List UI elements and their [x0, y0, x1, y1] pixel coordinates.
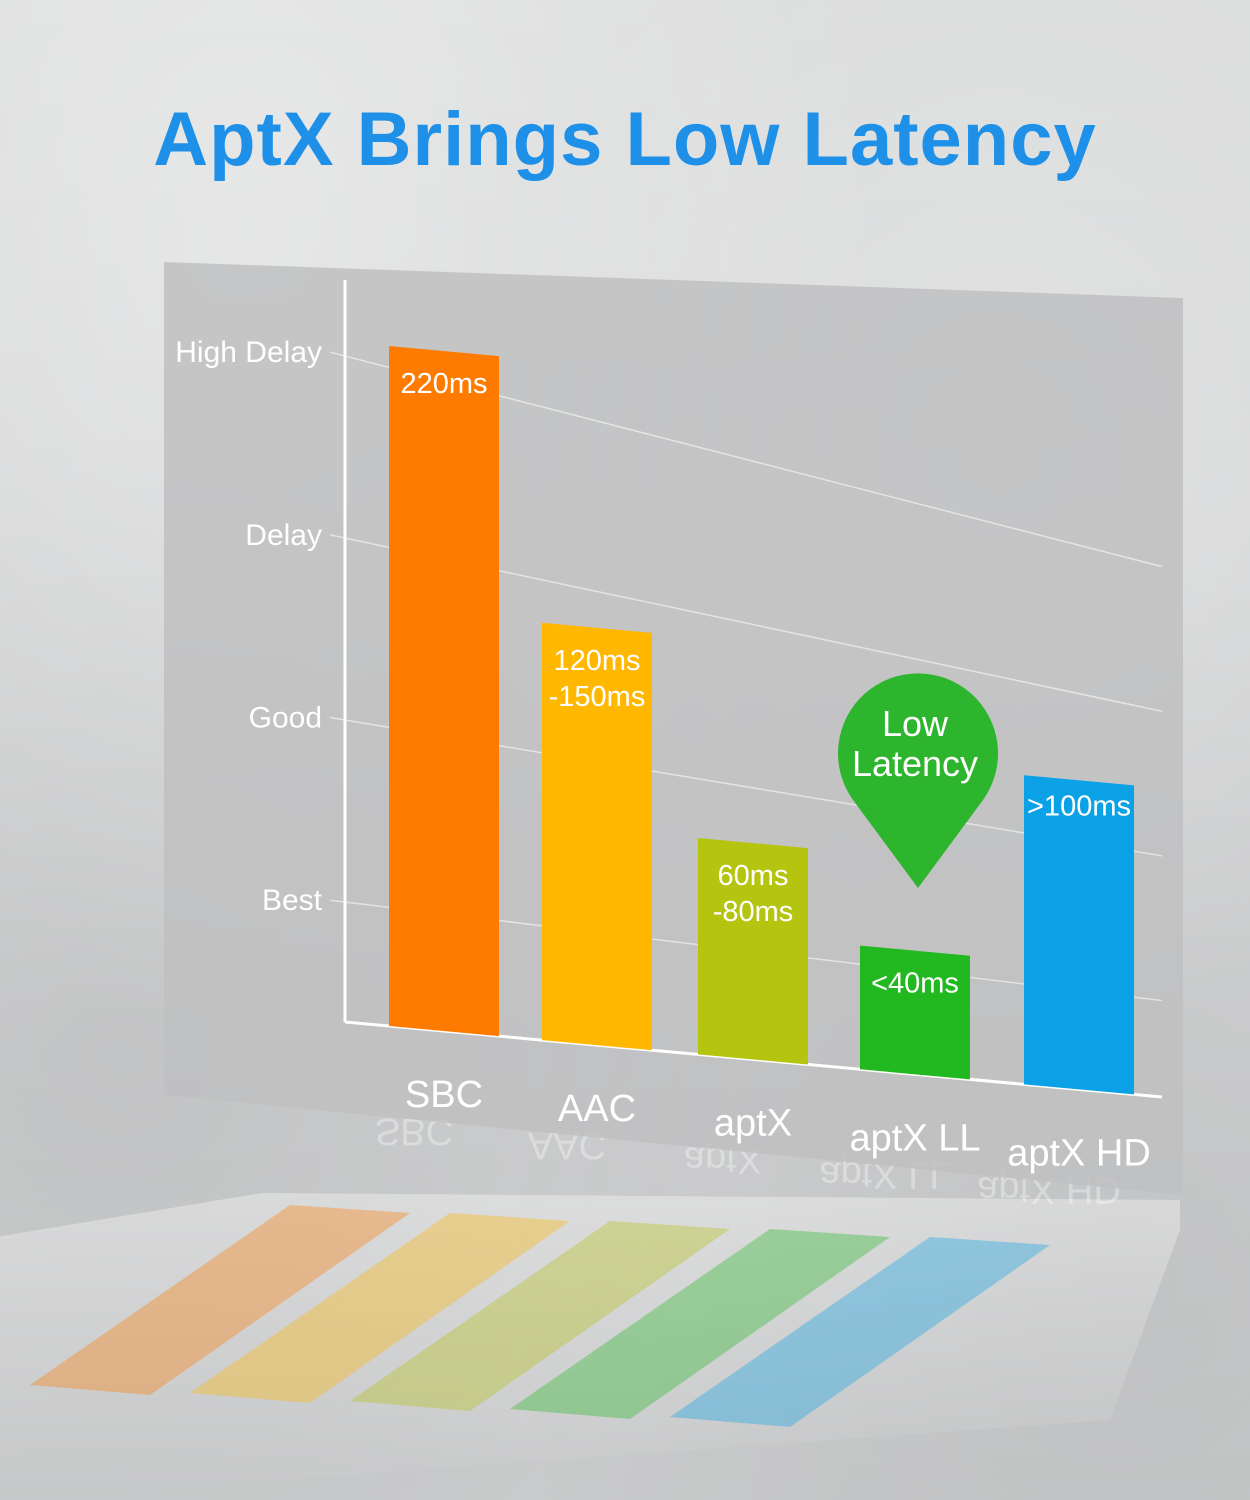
value-label-aptx-hd: >100ms	[1027, 790, 1131, 822]
low-latency-badge: Low Latency	[838, 673, 999, 888]
x-axis-labels: SBC AAC aptX aptX LL aptX HD	[405, 1074, 1151, 1174]
bar-aac	[542, 622, 652, 1051]
pin-marker-icon	[838, 673, 999, 888]
y-label-delay: Delay	[245, 519, 322, 552]
y-label-high-delay: High Delay	[175, 336, 322, 369]
reflection-aptx-ll	[510, 1229, 890, 1419]
value-label-aptx-ll: <40ms	[871, 968, 959, 1000]
value-label-aac-2: -150ms	[549, 681, 646, 713]
value-labels: 220ms 120ms -150ms 60ms -80ms <40ms >100ms	[400, 368, 1131, 1000]
badge-line-1: Low	[882, 703, 949, 744]
reflection-aptx-hd	[670, 1237, 1050, 1427]
x-label-aptx-hd: aptX HD	[1007, 1132, 1151, 1174]
badge-line-2: Latency	[852, 743, 978, 784]
reflection-aptx	[350, 1221, 730, 1411]
value-label-sbc: 220ms	[400, 368, 487, 400]
bar-aptx-ll	[860, 945, 970, 1080]
reflection-aac	[190, 1213, 570, 1403]
y-label-good: Good	[249, 702, 322, 735]
bar-sbc	[389, 346, 499, 1037]
value-label-aptx-2: -80ms	[713, 896, 794, 928]
value-label-aac-1: 120ms	[553, 645, 640, 677]
bar-aptx	[698, 838, 808, 1065]
bar-aptx-hd	[1024, 775, 1134, 1095]
bars	[389, 346, 1134, 1095]
x-label-sbc: SBC	[405, 1074, 483, 1116]
page-title: AptX Brings Low Latency	[153, 97, 1097, 182]
y-axis-labels: High Delay Delay Good Best	[175, 336, 322, 917]
x-label-aptx-ll: aptX LL	[850, 1117, 981, 1159]
floor-panel	[0, 1193, 1180, 1500]
x-label-aac: AAC	[558, 1088, 636, 1130]
x-label-aptx: aptX	[714, 1102, 792, 1144]
value-label-aptx-1: 60ms	[718, 860, 789, 892]
y-label-best: Best	[262, 884, 323, 917]
reflection-sbc	[30, 1205, 410, 1395]
